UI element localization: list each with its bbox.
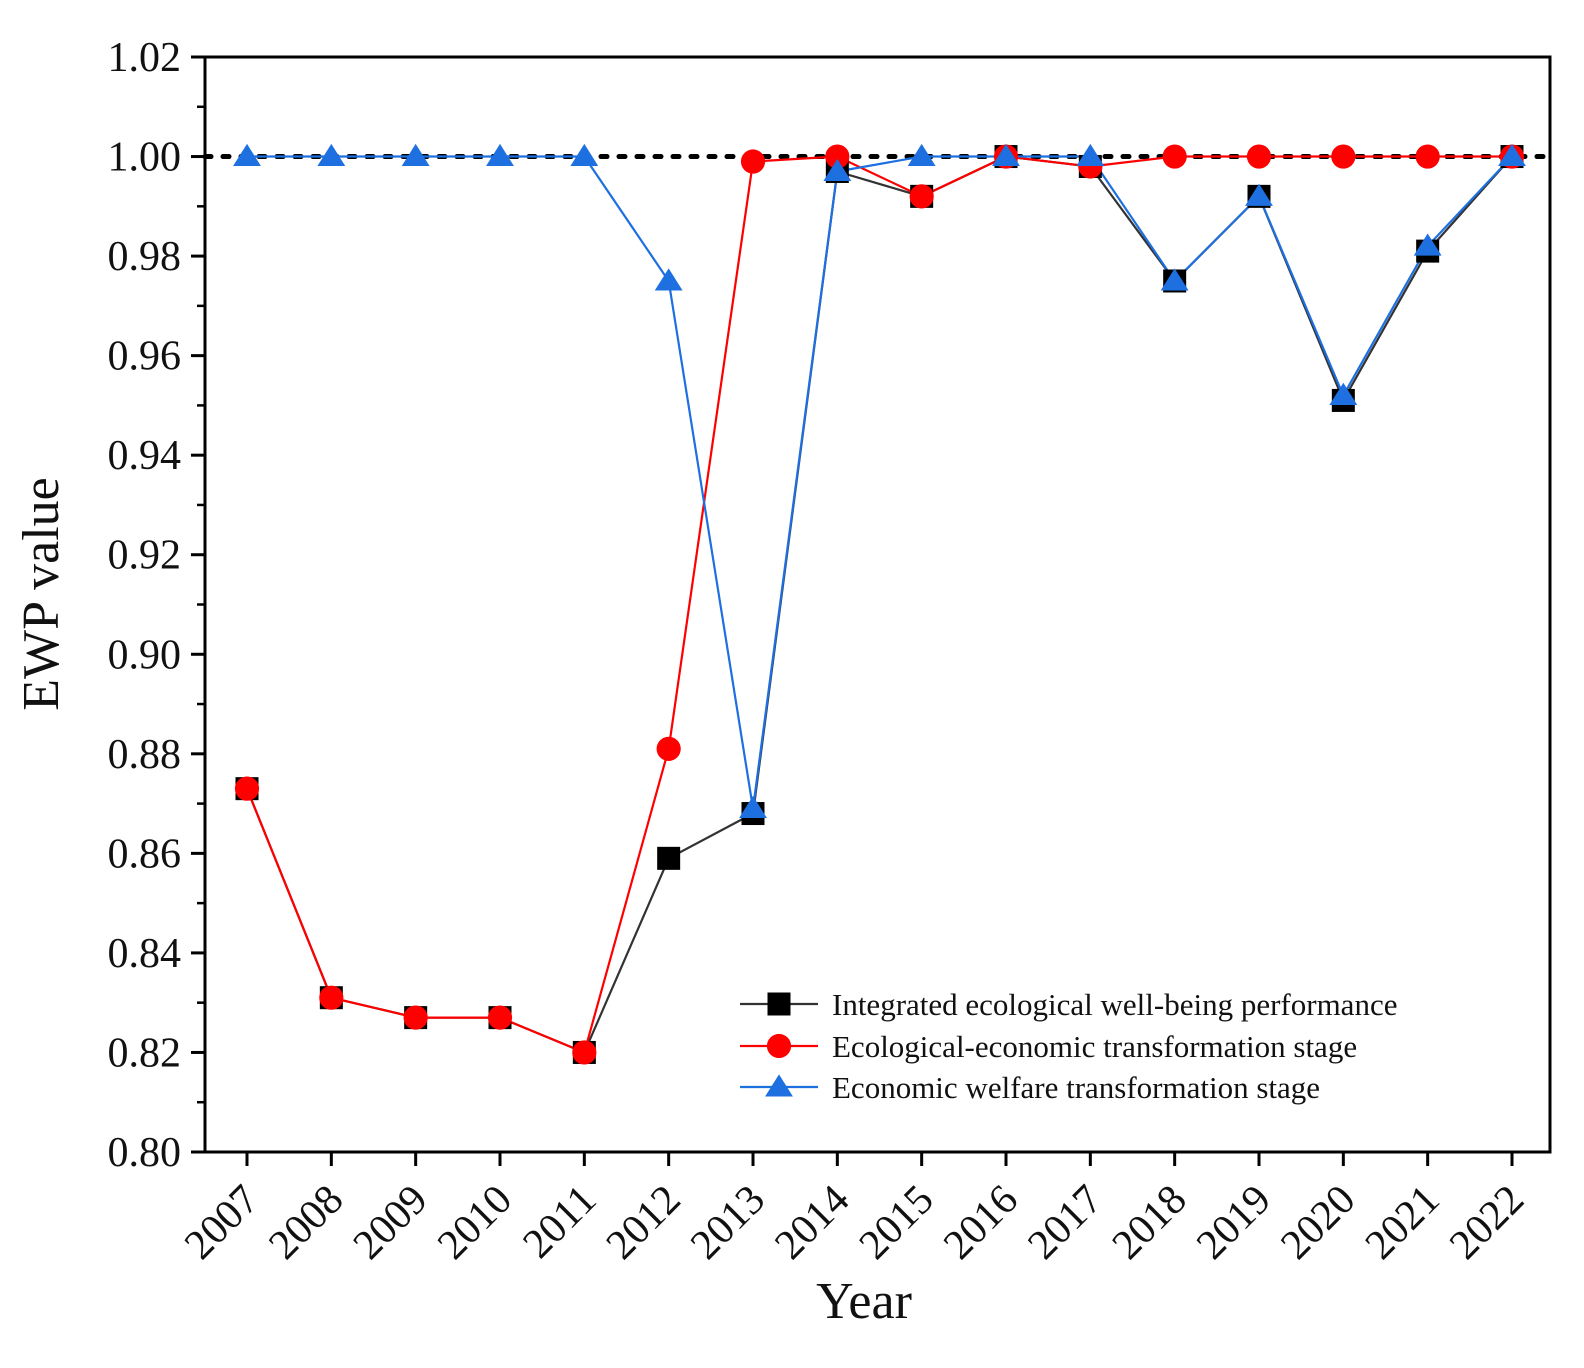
x-tick-label: 2015 (851, 1177, 943, 1269)
series-2-point (740, 149, 766, 174)
x-tick-label: 2013 (682, 1177, 774, 1269)
x-axis-title: Year (816, 1273, 912, 1330)
series-3-point (486, 143, 514, 167)
series-3-point (1413, 233, 1442, 256)
x-tick-label: 2017 (1019, 1177, 1111, 1269)
legend-label-1: Integrated ecological well-being perform… (832, 987, 1397, 1022)
legend-label-2: Ecological-economic transformation stage (832, 1029, 1357, 1064)
y-tick-label: 1.02 (108, 35, 182, 81)
series-3-point (823, 158, 852, 181)
series-2-point (487, 1005, 513, 1030)
x-tick-label: 2008 (260, 1177, 352, 1269)
x-tick-label: 2009 (345, 1177, 437, 1269)
series-line-1 (245, 155, 1513, 1054)
y-tick-label: 0.90 (108, 632, 182, 678)
series-2-point (1331, 144, 1356, 169)
y-tick-label: 1.00 (108, 135, 182, 181)
series-1-point (657, 846, 681, 870)
series-3-point (1160, 268, 1189, 291)
series-3-point (739, 795, 767, 819)
legend-label-3: Economic welfare transformation stage (832, 1070, 1320, 1105)
series-3-point (1498, 143, 1526, 167)
y-tick-label: 0.86 (108, 831, 182, 877)
series-3-point (992, 143, 1020, 167)
series-2-point (656, 736, 681, 761)
series-line-3 (247, 155, 1513, 809)
y-axis-title: EWP value (13, 477, 70, 710)
x-tick-label: 2018 (1104, 1177, 1196, 1269)
series-3-point (317, 143, 346, 167)
legend-marker-2 (766, 1033, 792, 1059)
x-tick-label: 2022 (1441, 1177, 1533, 1269)
y-tick-label: 0.94 (108, 433, 182, 479)
series-2-point (572, 1040, 597, 1065)
y-tick-label: 0.92 (108, 533, 182, 579)
x-tick-label: 2011 (515, 1177, 606, 1268)
series-2-point (909, 184, 934, 209)
y-tick-label: 0.88 (108, 732, 182, 778)
series-3-point (1245, 183, 1273, 206)
series-line-2 (245, 155, 1512, 1054)
x-tick-label: 2014 (766, 1177, 858, 1269)
series-2-point (319, 985, 344, 1010)
series-3-point (401, 143, 430, 167)
y-tick-label: 0.82 (108, 1030, 182, 1076)
x-tick-label: 2020 (1272, 1177, 1364, 1269)
x-tick-label: 2016 (935, 1177, 1027, 1269)
x-tick-label: 2012 (598, 1177, 690, 1269)
x-tick-label: 2019 (1188, 1177, 1280, 1269)
x-tick-label: 2021 (1357, 1177, 1449, 1269)
legend-marker-1 (767, 992, 791, 1016)
series-3-point (570, 143, 599, 167)
series-3-point (654, 268, 683, 291)
y-tick-label: 0.98 (108, 234, 182, 280)
series-2-point (1162, 144, 1187, 169)
series-2-point (1246, 144, 1272, 169)
x-tick-label: 2007 (176, 1177, 268, 1269)
series-2-point (403, 1005, 428, 1030)
series-2-point (234, 776, 260, 801)
y-tick-label: 0.84 (108, 931, 182, 977)
y-tick-label: 0.80 (108, 1130, 182, 1176)
y-tick-label: 0.96 (108, 334, 182, 380)
legend-marker-3 (765, 1074, 793, 1097)
series-3-point (1076, 143, 1105, 167)
series-2-point (1415, 144, 1440, 169)
series-3-point (233, 143, 261, 167)
series-2-point (825, 144, 850, 169)
series-3-point (1329, 382, 1358, 405)
x-tick-label: 2010 (429, 1177, 521, 1269)
series-3-point (907, 143, 936, 167)
